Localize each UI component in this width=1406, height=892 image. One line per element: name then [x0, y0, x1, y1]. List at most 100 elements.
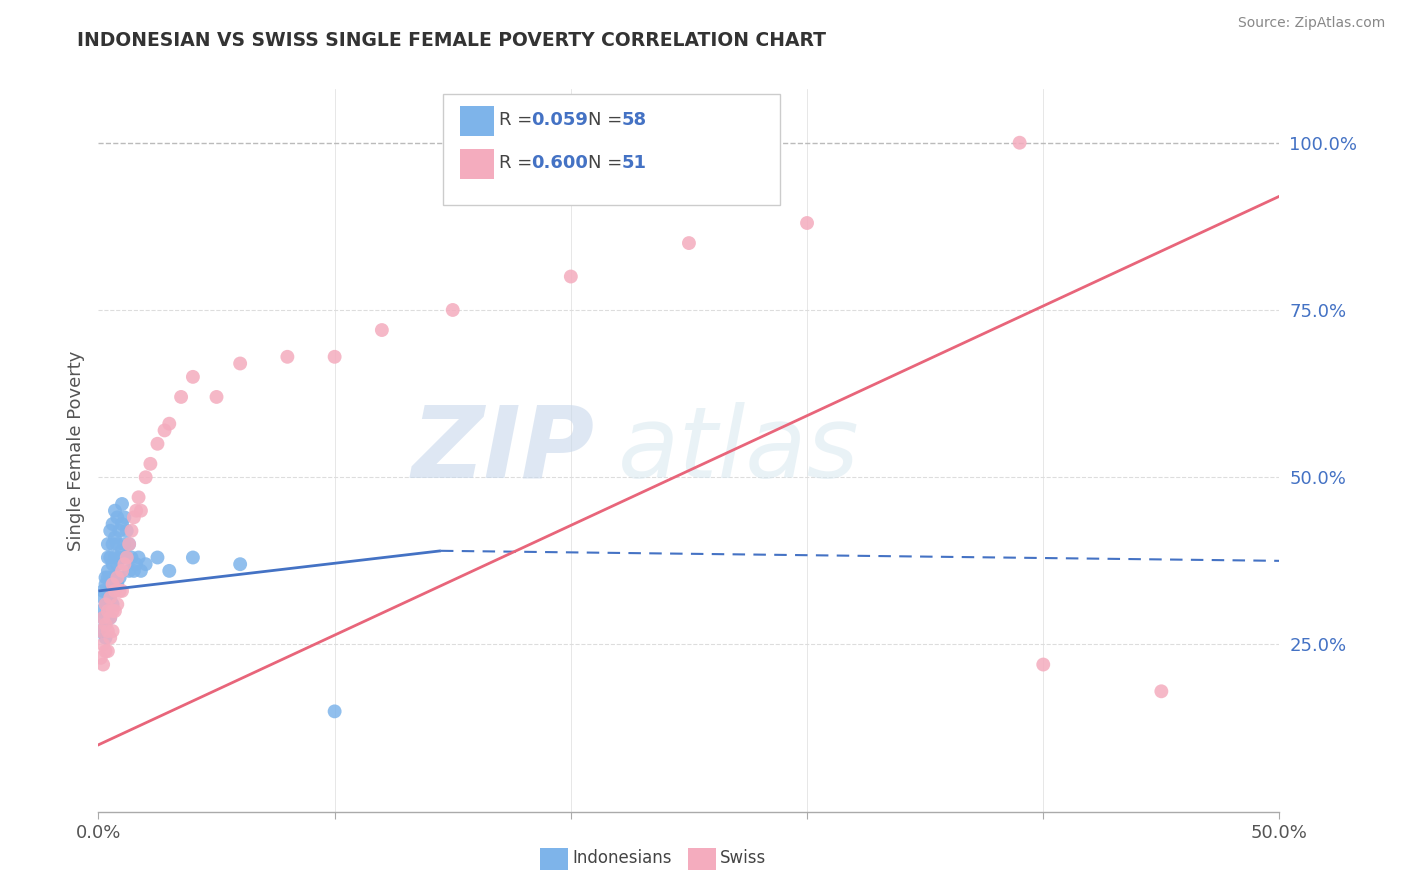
Text: Swiss: Swiss	[720, 849, 766, 867]
Point	[111, 584, 134, 599]
Point	[146, 550, 169, 565]
Point	[323, 705, 346, 719]
Point	[128, 491, 150, 505]
Point	[97, 584, 120, 599]
Point	[91, 591, 114, 605]
Point	[146, 436, 169, 450]
Point	[105, 571, 128, 585]
Text: N =: N =	[588, 154, 627, 172]
Point	[94, 577, 117, 591]
Point	[101, 598, 124, 612]
Point	[97, 537, 120, 551]
Point	[157, 417, 180, 431]
Point	[105, 537, 128, 551]
Point	[796, 216, 818, 230]
Point	[121, 524, 143, 538]
Point	[98, 591, 121, 605]
Point	[101, 624, 124, 639]
Point	[115, 550, 138, 565]
Point	[125, 503, 148, 517]
Point	[104, 550, 127, 565]
Point	[94, 617, 117, 632]
Point	[97, 644, 120, 658]
Text: R =: R =	[499, 112, 538, 129]
Point	[94, 598, 117, 612]
Point	[125, 557, 148, 572]
Text: 51: 51	[621, 154, 647, 172]
Point	[90, 624, 112, 639]
Text: 0.059: 0.059	[531, 112, 588, 129]
Point	[111, 543, 134, 558]
Point	[98, 550, 121, 565]
Point	[94, 617, 117, 632]
Point	[111, 497, 134, 511]
Point	[98, 524, 121, 538]
Point	[121, 550, 143, 565]
Point	[129, 564, 152, 578]
Point	[108, 550, 131, 565]
Point	[371, 323, 394, 337]
Point	[1008, 136, 1031, 150]
Point	[98, 611, 121, 625]
Text: 0.600: 0.600	[531, 154, 588, 172]
Point	[104, 571, 127, 585]
Point	[101, 537, 124, 551]
Point	[105, 598, 128, 612]
Point	[97, 571, 120, 585]
Point	[101, 517, 124, 532]
Point	[111, 517, 134, 532]
Point	[94, 571, 117, 585]
Point	[118, 564, 141, 578]
Y-axis label: Single Female Poverty: Single Female Poverty	[66, 351, 84, 550]
Point	[157, 564, 180, 578]
Point	[91, 657, 114, 672]
Point	[135, 557, 157, 572]
Point	[105, 557, 128, 572]
Point	[104, 530, 127, 544]
Point	[97, 598, 120, 612]
Point	[170, 390, 193, 404]
Point	[104, 584, 127, 599]
Point	[118, 537, 141, 551]
Point	[90, 651, 112, 665]
Point	[98, 631, 121, 645]
Point	[122, 564, 145, 578]
Point	[101, 577, 124, 591]
Text: 58: 58	[621, 112, 647, 129]
Point	[97, 550, 120, 565]
Point	[276, 350, 298, 364]
Point	[323, 350, 346, 364]
Point	[129, 503, 152, 517]
Point	[90, 604, 112, 618]
Point	[112, 557, 135, 572]
Point	[97, 604, 120, 618]
Text: INDONESIAN VS SWISS SINGLE FEMALE POVERTY CORRELATION CHART: INDONESIAN VS SWISS SINGLE FEMALE POVERT…	[77, 31, 827, 50]
Point	[678, 236, 700, 251]
Point	[153, 424, 176, 438]
Text: R =: R =	[499, 154, 538, 172]
Point	[97, 624, 120, 639]
Point	[115, 524, 138, 538]
Point	[112, 510, 135, 524]
Text: ZIP: ZIP	[412, 402, 595, 499]
Point	[1150, 684, 1173, 698]
Point	[205, 390, 228, 404]
Point	[115, 550, 138, 565]
Point	[105, 510, 128, 524]
Point	[122, 510, 145, 524]
Point	[91, 584, 114, 599]
Point	[135, 470, 157, 484]
Point	[98, 571, 121, 585]
Point	[229, 557, 252, 572]
Text: Indonesians: Indonesians	[572, 849, 672, 867]
Text: atlas: atlas	[619, 402, 859, 499]
Text: Source: ZipAtlas.com: Source: ZipAtlas.com	[1237, 16, 1385, 30]
Point	[108, 584, 131, 599]
Point	[91, 637, 114, 651]
Point	[94, 598, 117, 612]
Point	[108, 571, 131, 585]
Point	[181, 369, 204, 384]
Point	[94, 631, 117, 645]
Point	[112, 537, 135, 551]
Point	[128, 550, 150, 565]
